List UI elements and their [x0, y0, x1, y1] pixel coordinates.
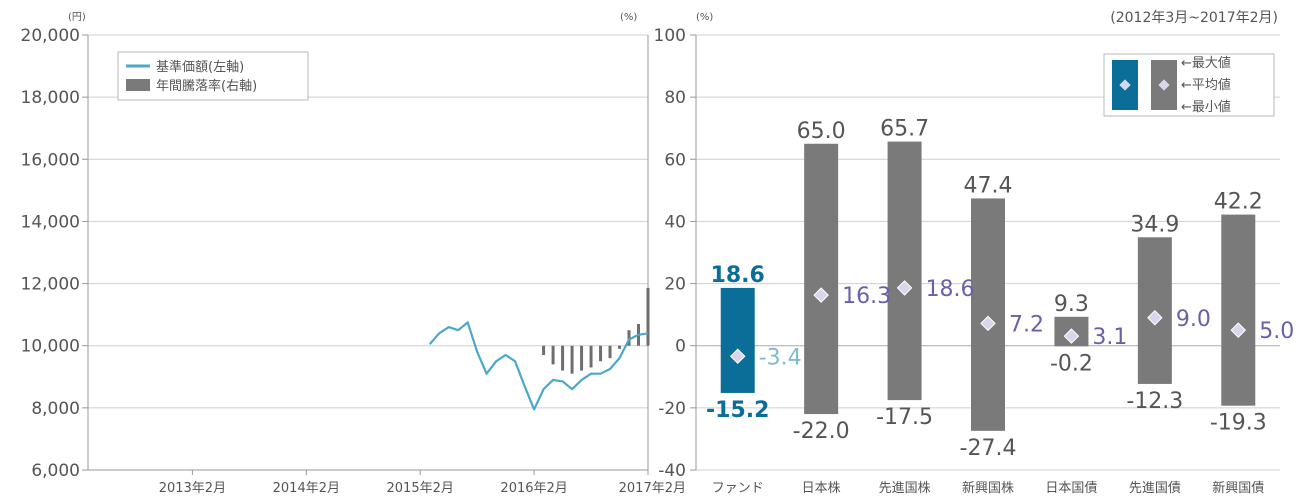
left-y-tick-label: 18,000 [21, 88, 80, 108]
avg-marker [729, 348, 746, 365]
right-axis: 100 80 60 40 20 0 -20 -40 [654, 26, 697, 481]
left-y-tick-label: 10,000 [21, 337, 80, 357]
avg-marker [1230, 322, 1247, 338]
right-y-tick-label: 60 [664, 150, 686, 170]
avg-label: 7.2 [1009, 312, 1044, 337]
avg-marker [813, 287, 829, 303]
max-label: 9.3 [1054, 292, 1089, 317]
left-y-tick-label: 16,000 [21, 150, 80, 170]
right-y-tick-label: 20 [664, 275, 686, 295]
max-label: 34.9 [1130, 212, 1179, 237]
return-bar [561, 345, 565, 371]
range-bar [887, 141, 922, 401]
left-x-tick-label: 2015年2月 [387, 481, 454, 496]
left-y-tick-label: 8,000 [31, 399, 80, 419]
bar-legend-other-marker [1158, 79, 1170, 91]
avg-marker [1063, 328, 1080, 344]
legend-box [117, 51, 309, 101]
range-bar [971, 198, 1005, 431]
category-label: 日本株 [802, 481, 841, 496]
return-bar [551, 345, 555, 365]
avg-marker [896, 280, 913, 296]
legend: 基準価額(左軸) 年間騰落率(右軸) [117, 51, 309, 101]
min-label: -17.5 [876, 405, 933, 430]
max-label: 42.2 [1214, 190, 1263, 215]
return-bar [580, 345, 584, 371]
return-bar [608, 345, 612, 359]
bar-legend-fund-marker [1119, 79, 1131, 91]
max-label: 65.0 [797, 119, 846, 144]
avg-label: 18.6 [926, 277, 975, 302]
legend-bar-swatch [126, 79, 150, 91]
avg-marker [1147, 309, 1163, 326]
nav-line-group [428, 321, 649, 411]
right-y-tick-label: -20 [658, 399, 686, 419]
right-y-tick-label: 40 [664, 212, 686, 232]
right-y-tick-label: 0 [675, 337, 686, 357]
return-bar [618, 345, 622, 349]
right-y-tick-label: 80 [664, 88, 686, 108]
left-y-tick-label: 6,000 [31, 461, 80, 481]
category-label: 先進国債 [1129, 481, 1181, 496]
category-label: 新興国債 [1212, 480, 1264, 496]
max-label: 65.7 [880, 117, 929, 142]
avg-label: -3.4 [759, 345, 802, 370]
bar-legend: ←最大値 ←平均値 ←最小値 [1103, 53, 1275, 117]
left-x-tick-label: 2017年2月 [619, 481, 686, 496]
bar-legend-min: ←最小値 [1181, 99, 1231, 115]
range-bar [804, 143, 839, 415]
left-unit-label: (円) [68, 12, 86, 23]
max-label: 47.4 [964, 173, 1013, 198]
left-y-tick-label: 12,000 [21, 275, 80, 295]
right-y-tick-label: -40 [658, 461, 686, 481]
range-bar [1221, 214, 1256, 406]
avg-label: 5.0 [1259, 319, 1294, 344]
bar-unit-label: (%) [696, 12, 713, 23]
min-label: -22.0 [793, 419, 850, 444]
right-y-tick-label: 100 [654, 26, 686, 46]
return-bar [627, 330, 631, 346]
right-unit-label: (%) [620, 12, 637, 23]
left-y-tick-label: 20,000 [21, 26, 80, 46]
left-y-tick-label: 14,000 [21, 212, 80, 232]
range-bar [720, 287, 755, 393]
left-axis: 20,000 18,000 16,000 14,000 12,000 10,000 8,00… [21, 26, 686, 496]
category-label: ファンド [712, 481, 764, 496]
avg-label: 3.1 [1092, 325, 1127, 350]
left-x-tick-label: 2013年2月 [159, 481, 226, 496]
avg-label: 9.0 [1176, 307, 1211, 332]
category-label: 先進国株 [879, 481, 931, 496]
legend-label-return: 年間騰落率(右軸) [156, 78, 257, 94]
return-bar [570, 345, 574, 374]
category-label: 日本国債 [1045, 481, 1097, 496]
min-label: -19.3 [1210, 411, 1267, 436]
return-bar [542, 345, 546, 356]
return-bars [542, 287, 650, 374]
avg-label: 16.3 [842, 284, 891, 309]
period-label: (2012年3月~2017年2月) [1110, 10, 1278, 26]
category-label: 新興国株 [962, 480, 1014, 496]
left-x-tick-label: 2016年2月 [500, 481, 567, 496]
return-bar [646, 287, 650, 346]
left-x-tick-label: 2014年2月 [273, 481, 340, 496]
min-label: -15.2 [706, 398, 769, 423]
min-label: -27.4 [960, 436, 1017, 461]
bar-legend-avg: ←平均値 [1181, 77, 1231, 93]
bar-legend-max: ←最大値 [1181, 55, 1231, 71]
return-bar [599, 345, 603, 362]
min-label: -0.2 [1050, 351, 1093, 376]
value-labels: 18.6 -15.2 -3.4 ファンド 65.0 -22.0 16.3 日本株 65.7 -17… [706, 117, 1294, 496]
avg-marker [980, 315, 996, 332]
legend-label-nav: 基準価額(左軸) [156, 59, 244, 75]
max-label: 18.6 [711, 263, 765, 288]
return-bar [589, 345, 593, 368]
min-label: -12.3 [1126, 389, 1183, 414]
range-bars [720, 141, 1256, 431]
nav-line [428, 321, 649, 411]
